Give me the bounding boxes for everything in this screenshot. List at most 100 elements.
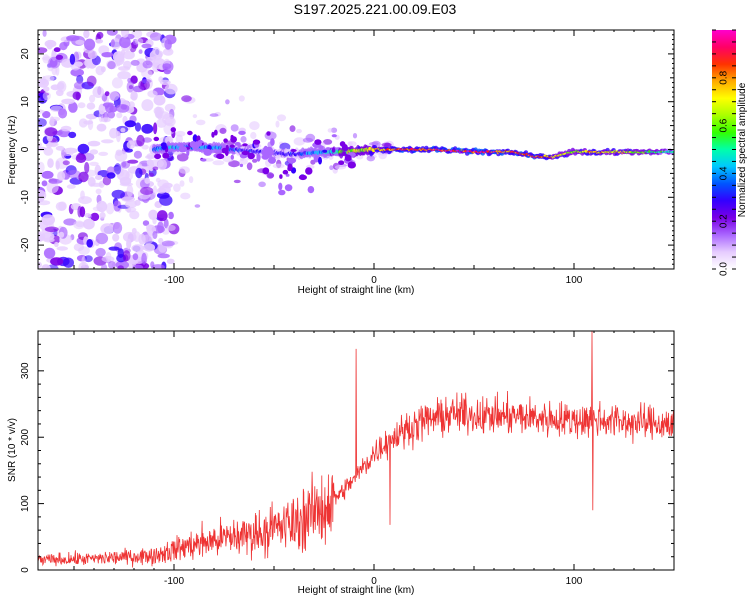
spectrogram-y-tick-label: -10 xyxy=(20,190,31,205)
spectrogram-noise-blob xyxy=(57,171,66,181)
spectrogram-ridge-blob xyxy=(178,143,184,147)
spectrogram-ridge-blob xyxy=(285,173,290,177)
spectrogram-noise-blob xyxy=(366,155,375,162)
spectrogram-x-tick-label: 0 xyxy=(371,275,377,286)
spectrogram-noise-blob xyxy=(111,189,126,199)
snr-y-axis: 0 100 200 300 xyxy=(20,330,674,573)
spectrogram-noise-blob xyxy=(78,171,89,183)
spectrogram-noise-blob xyxy=(140,186,154,195)
spectrogram-noise-blob xyxy=(98,111,104,123)
spectrogram-noise-blob xyxy=(192,114,198,119)
spectrogram-noise-blob xyxy=(352,133,358,139)
spectrogram-noise-blob xyxy=(62,160,70,166)
snr-x-tick-label: 100 xyxy=(566,576,583,587)
colorbar-tick-label: 0.0 xyxy=(719,262,730,276)
spectrogram-noise-blob xyxy=(195,119,206,126)
spectrogram-ridge-blob xyxy=(322,149,328,153)
colorbar-tick-label: 0.8 xyxy=(719,70,730,84)
spectrogram-noise-blob xyxy=(252,158,258,163)
spectrogram-ridge-blob xyxy=(298,174,307,181)
spectrogram-noise-blob xyxy=(55,89,64,97)
spectrogram-noise-blob xyxy=(135,167,143,179)
spectrogram-noise-blob xyxy=(43,247,56,259)
spectrogram-noise-blob xyxy=(126,140,136,149)
spectrogram-noise-blob xyxy=(109,105,118,113)
spectrogram-noise-blob xyxy=(66,184,76,189)
spectrogram-noise-blob xyxy=(162,48,174,56)
spectrogram-ridge-blob xyxy=(344,154,352,162)
spectrogram-y-tick-label: 20 xyxy=(20,48,31,60)
spectrogram-noise-blob xyxy=(66,35,80,41)
spectrogram-noise-blob xyxy=(152,166,159,171)
spectrogram-noise-blob xyxy=(47,158,54,169)
spectrogram-noise-blob xyxy=(166,224,176,231)
spectrogram-noise-blob xyxy=(152,216,157,225)
spectrogram-ridge-blob xyxy=(230,136,238,143)
spectrogram-noise-blob xyxy=(152,231,158,239)
spectrogram-ridge-blob xyxy=(221,147,228,154)
spectrogram-noise-blob xyxy=(56,246,69,251)
spectrogram-noise-blob xyxy=(58,108,68,119)
spectrogram-noise-blob xyxy=(64,147,78,154)
spectrogram-noise-blob xyxy=(209,113,219,117)
spectrogram-ridge-blob xyxy=(278,182,283,191)
spectrogram-noise-blob xyxy=(323,139,333,145)
spectrogram-noise-blob xyxy=(123,60,132,69)
spectrogram-noise-blob xyxy=(96,200,108,213)
spectrogram-noise-blob xyxy=(94,175,103,180)
spectrogram-ridge-blob xyxy=(213,129,218,136)
spectrogram-noise-blob xyxy=(130,59,140,66)
spectrogram-noise-blob xyxy=(293,137,306,146)
spectrogram-noise-blob xyxy=(84,38,96,51)
spectrogram-noise-blob xyxy=(131,244,145,252)
spectrogram-noise-blob xyxy=(84,255,93,263)
spectrogram-ridge-blob xyxy=(307,186,315,194)
spectrogram-noise-blob xyxy=(78,118,88,128)
spectrogram-noise-blob xyxy=(157,179,169,189)
spectrogram-noise-blob xyxy=(100,223,115,235)
spectrogram-y-tick-label: -20 xyxy=(20,237,31,252)
spectrogram-ridge-blob xyxy=(279,174,283,179)
spectrogram-noise-blob xyxy=(330,127,338,133)
snr-panel: -100 0 100 0 100 200 300 Height of straight l… xyxy=(7,330,675,596)
spectrogram-ridge-blob xyxy=(270,138,275,146)
spectrogram-noise-blob xyxy=(95,247,106,257)
spectrogram-ridge-blob xyxy=(331,134,337,138)
spectrogram-noise-blob xyxy=(142,234,154,245)
spectrogram-noise-blob xyxy=(101,139,114,144)
spectrogram-ridge-blob xyxy=(161,143,167,150)
spectrogram-noise-blob xyxy=(157,253,170,259)
spectrogram-noise-blob xyxy=(77,205,82,218)
spectrogram-noise-blob xyxy=(275,120,280,128)
spectrogram-ridge-blob xyxy=(154,153,162,160)
spectrogram-noise-blob xyxy=(117,71,131,80)
spectrogram-noise-blob xyxy=(134,122,142,132)
spectrogram-ridge-blob xyxy=(339,141,346,147)
spectrogram-noise-blob xyxy=(60,125,72,132)
spectrogram-noise-blob xyxy=(108,91,120,101)
spectrogram-y-tick-label: 0 xyxy=(20,146,31,152)
spectrogram-noise-blob xyxy=(54,241,59,248)
spectrogram-ridge-blob xyxy=(305,167,313,175)
spectrogram-ridge-blob xyxy=(282,169,289,175)
spectrogram-noise-blob xyxy=(77,102,86,109)
spectrogram-noise-blob xyxy=(225,99,230,105)
spectrogram-noise-blob xyxy=(163,218,169,229)
spectrogram-noise-blob xyxy=(96,31,104,39)
spectrogram-noise-blob xyxy=(109,127,119,139)
spectrogram-y-axis: -20 -10 0 10 20 xyxy=(20,29,674,270)
spectrogram-ridge-blob xyxy=(342,151,346,155)
spectrogram-noise-blob xyxy=(240,136,247,143)
spectrogram-noise-blob xyxy=(148,172,155,177)
spectrogram-noise-blob xyxy=(68,131,77,139)
spectrogram-noise-blob xyxy=(152,58,166,70)
spectrogram-noise-blob xyxy=(246,162,253,171)
spectrogram-noise-blob xyxy=(102,102,115,108)
spectrogram-noise-blob xyxy=(78,196,92,205)
spectrogram-noise-blob xyxy=(38,142,43,147)
spectrogram-ridge-blob xyxy=(262,167,270,175)
snr-x-tick-label: 0 xyxy=(371,576,377,587)
spectrogram-noise-blob xyxy=(84,162,90,174)
spectrogram-noise-blob xyxy=(87,50,98,60)
spectrogram-noise-blob xyxy=(142,220,150,226)
